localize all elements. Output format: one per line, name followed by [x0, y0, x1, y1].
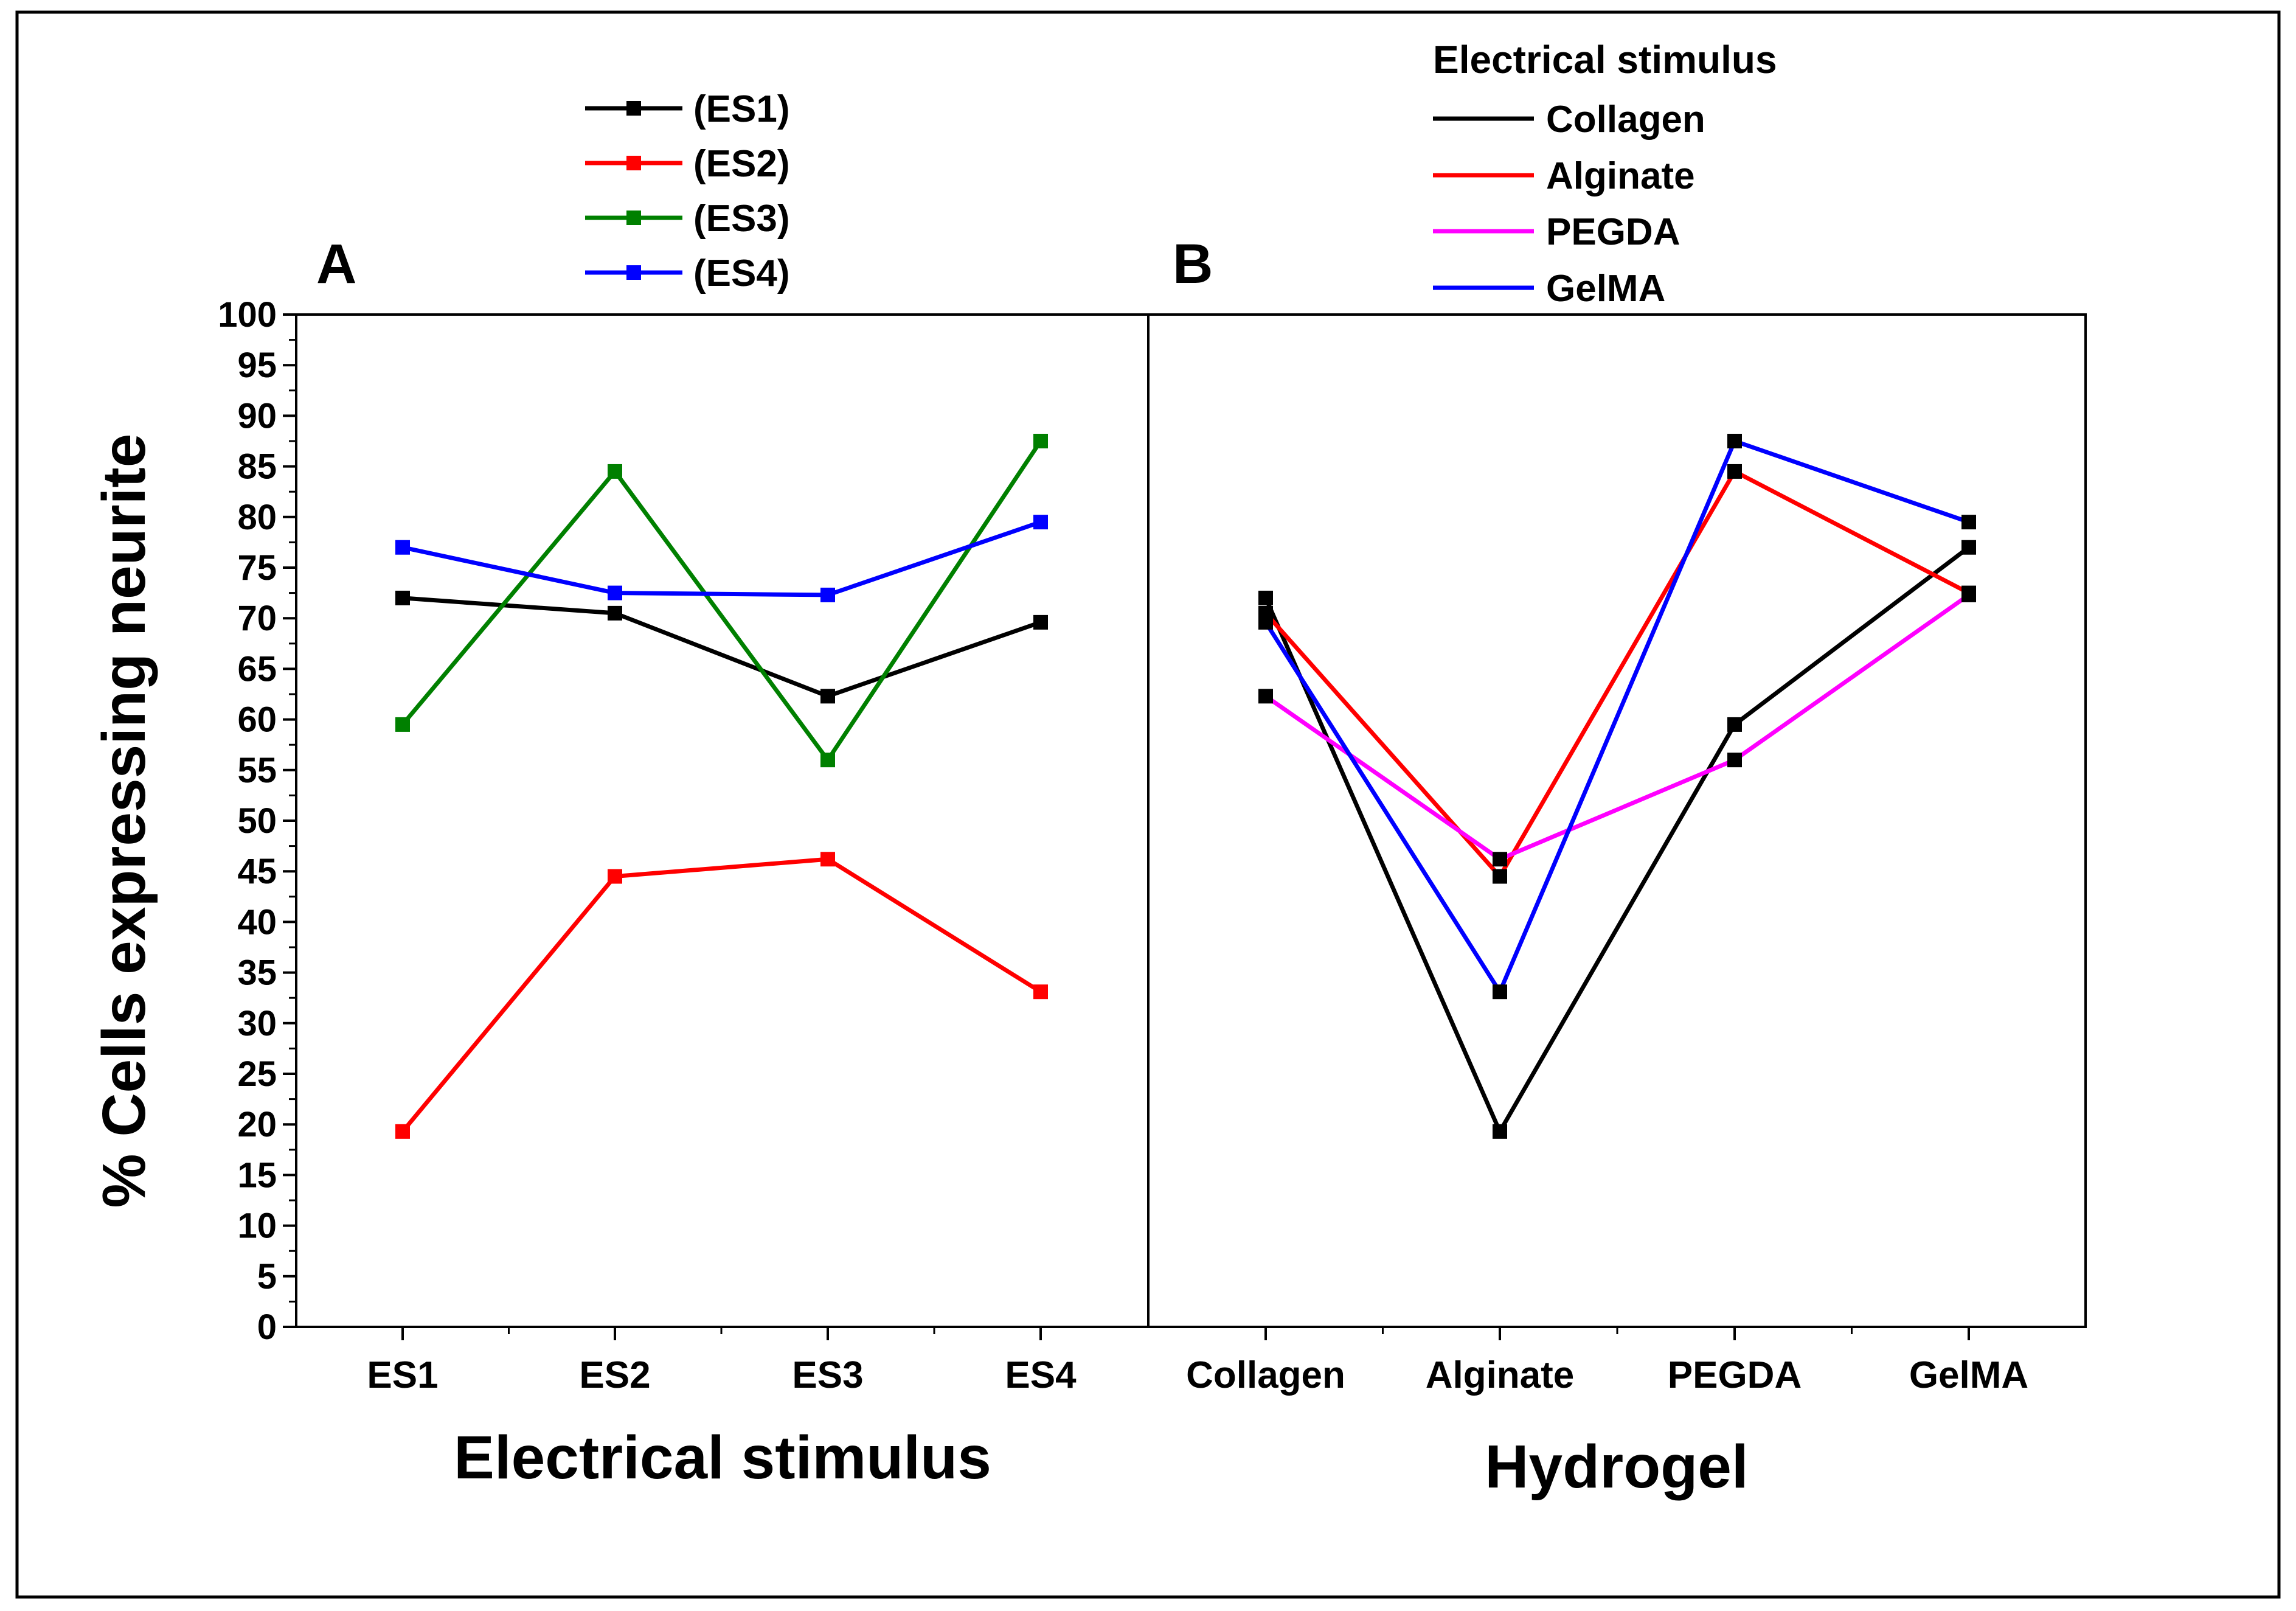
series-line	[1263, 545, 1971, 1136]
legend-a-swatch-marker	[626, 101, 641, 116]
legend-b-label: Alginate	[1546, 155, 1695, 197]
data-point	[608, 464, 622, 479]
y-tick-label: 90	[237, 396, 277, 436]
y-tick-label: 10	[237, 1206, 277, 1246]
series-line	[402, 596, 1042, 699]
y-tick-label: 75	[237, 548, 277, 588]
x-tick-label: ES4	[1005, 1354, 1077, 1396]
data-point	[395, 717, 410, 732]
data-point	[1727, 717, 1742, 732]
series-line	[1264, 438, 1970, 997]
series-line	[1264, 468, 1970, 880]
legend-b-label: Collagen	[1546, 99, 1705, 141]
data-point	[820, 753, 835, 768]
x-axis-title-panel-a: Electrical stimulus	[454, 1424, 991, 1492]
data-point	[1258, 689, 1273, 704]
legend-b-label: GelMA	[1546, 268, 1665, 310]
x-axis-title-panel-b: Hydrogel	[1485, 1433, 1748, 1501]
data-point	[395, 540, 410, 555]
y-tick-label: 85	[237, 447, 277, 487]
legend-panel-a: (ES1) (ES2) (ES3) (ES4)	[585, 88, 789, 294]
legend-a-swatch-marker	[626, 211, 641, 225]
data-point	[608, 605, 622, 621]
legend-a-swatch-marker	[626, 265, 641, 280]
data-point	[820, 587, 835, 602]
data-point	[1493, 984, 1507, 1000]
x-tick-label: Collagen	[1186, 1354, 1345, 1396]
data-point	[1033, 614, 1048, 630]
y-tick-label: 45	[237, 852, 277, 891]
legend-a-label: (ES3)	[693, 198, 789, 240]
data-point	[395, 1124, 410, 1139]
series-line	[401, 440, 1042, 764]
data-point	[1961, 587, 1976, 602]
legend-a-swatch-marker	[626, 156, 641, 170]
data-point	[1033, 515, 1048, 530]
y-tick-label: 80	[237, 498, 277, 537]
y-tick-label: 55	[237, 751, 277, 790]
series-line	[1264, 593, 1971, 862]
series-line	[402, 520, 1042, 597]
data-point	[1033, 984, 1048, 1000]
legend-a-label: (ES4)	[693, 252, 789, 294]
y-axis: 0 5 10 15 20 25 30 35 40 45 50 55 60 65 70 75 80 85 90 95 10…	[218, 295, 296, 1347]
data-point	[1493, 1124, 1507, 1139]
y-tick-label: 0	[257, 1307, 277, 1347]
y-tick-label: 5	[257, 1257, 277, 1296]
y-tick-label: 65	[237, 649, 277, 689]
panel-a-letter: A	[316, 233, 356, 295]
legend-b-title: Electrical stimulus	[1433, 38, 1777, 82]
y-tick-label: 100	[218, 295, 277, 335]
x-axis-panel-b: Collagen Alginate PEGDA GelMA	[1186, 1327, 2028, 1396]
x-tick-label: Alginate	[1426, 1354, 1575, 1396]
data-point	[1961, 540, 1976, 555]
x-axis-panel-a: ES1 ES2 ES3 ES4	[367, 1327, 1077, 1396]
y-axis-title: % Cells expressing neurite	[90, 434, 158, 1208]
data-point	[1033, 434, 1048, 448]
y-tick-label: 25	[237, 1054, 277, 1094]
data-point	[395, 590, 410, 605]
data-point	[1493, 869, 1507, 884]
x-tick-label: ES1	[367, 1354, 438, 1396]
data-point	[608, 869, 622, 884]
data-point	[1493, 852, 1507, 867]
legend-b-label: PEGDA	[1546, 211, 1680, 253]
panel-a-series	[395, 434, 1048, 1139]
y-tick-label: 15	[237, 1155, 277, 1195]
data-point	[1727, 464, 1742, 479]
data-point	[1727, 434, 1742, 448]
y-tick-label: 40	[237, 902, 277, 942]
data-point	[820, 852, 835, 867]
data-point	[1258, 614, 1273, 630]
x-tick-label: ES3	[792, 1354, 863, 1396]
y-tick-label: 70	[237, 599, 277, 638]
legend-a-label: (ES1)	[693, 88, 789, 130]
y-tick-label: 60	[237, 700, 277, 740]
data-point	[820, 689, 835, 704]
data-point	[608, 585, 622, 600]
y-tick-label: 20	[237, 1105, 277, 1144]
y-tick-label: 35	[237, 953, 277, 993]
y-tick-label: 50	[237, 801, 277, 841]
legend-panel-b: Electrical stimulus Collagen Alginate PEGD…	[1433, 38, 1777, 310]
series-line	[401, 857, 1042, 1133]
x-tick-label: PEGDA	[1668, 1354, 1802, 1396]
panel-b-series	[1258, 434, 1976, 1139]
panel-b-letter: B	[1173, 233, 1213, 295]
x-tick-label: GelMA	[1909, 1354, 2028, 1396]
y-tick-label: 95	[237, 346, 277, 385]
data-point	[1961, 515, 1976, 530]
y-tick-label: 30	[237, 1004, 277, 1043]
data-point	[1258, 590, 1273, 605]
legend-a-label: (ES2)	[693, 143, 789, 185]
data-point	[1727, 753, 1742, 768]
x-tick-label: ES2	[579, 1354, 650, 1396]
